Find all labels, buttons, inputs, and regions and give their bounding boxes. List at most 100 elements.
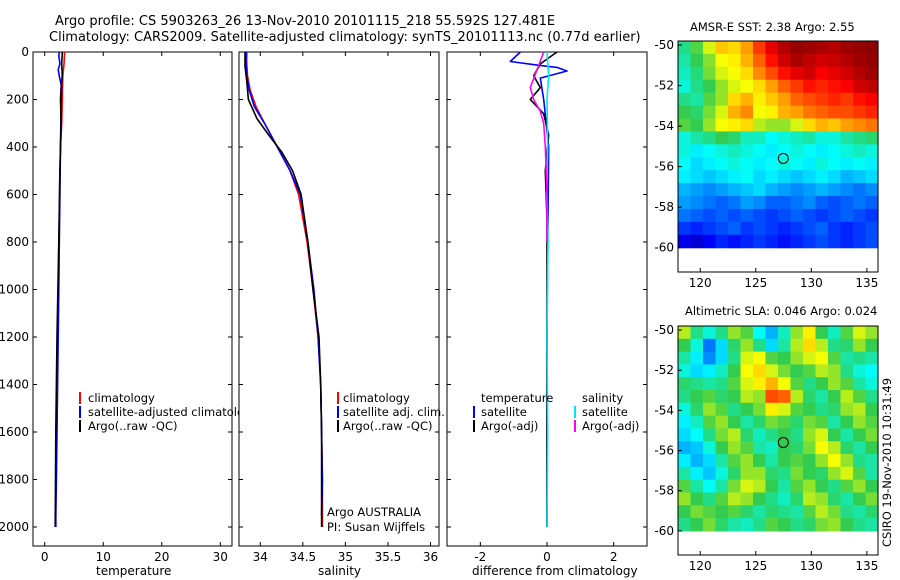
heatmap-cell xyxy=(740,479,754,494)
heatmap-cell xyxy=(853,377,867,391)
heatmap-cell xyxy=(815,221,829,236)
heatmap-cell xyxy=(840,105,854,120)
heatmap-cell xyxy=(715,441,729,455)
heatmap-cell xyxy=(703,441,717,455)
heatmap-cell xyxy=(703,402,717,417)
heatmap-cell xyxy=(853,364,867,378)
heatmap-cell xyxy=(790,41,804,55)
heatmap-cell xyxy=(815,170,829,184)
heatmap-cell xyxy=(765,377,779,391)
heatmap-cell xyxy=(728,377,742,391)
heatmap-cell xyxy=(840,390,854,404)
heatmap-cell xyxy=(790,338,804,353)
heatmap-cell xyxy=(728,183,742,197)
heatmap-cell xyxy=(815,428,829,442)
heatmap-cell xyxy=(703,518,717,532)
heatmap-cell xyxy=(703,454,717,468)
heatmap-cell xyxy=(815,415,829,430)
heatmap-cell xyxy=(765,466,779,481)
salinity-x-label: salinity xyxy=(318,564,361,578)
heatmap-cell xyxy=(828,66,842,81)
heatmap-cell xyxy=(703,66,717,81)
heatmap-cell xyxy=(678,377,692,391)
heatmap-cell xyxy=(815,454,829,468)
heatmap-cell xyxy=(678,338,692,353)
temperature-axes-frame xyxy=(32,51,233,547)
heatmap-cell xyxy=(703,196,717,210)
heatmap-cell xyxy=(853,505,867,519)
heatmap-cell xyxy=(840,492,854,506)
heatmap-cell xyxy=(765,454,779,468)
heatmap-cell xyxy=(865,338,879,353)
heatmap-cell xyxy=(715,479,729,494)
heatmap-cell xyxy=(740,196,754,210)
heatmap-cell xyxy=(715,351,729,366)
heatmap-cell xyxy=(740,41,754,55)
heatmap-cell xyxy=(840,118,854,133)
legend-label-sal-argo: Argo(-adj) xyxy=(582,419,639,433)
heatmap-cell xyxy=(790,390,804,404)
heatmap-cell xyxy=(715,377,729,391)
heatmap-cell xyxy=(728,66,742,81)
heatmap-cell xyxy=(840,415,854,430)
heatmap-cell xyxy=(865,428,879,442)
heatmap-cell xyxy=(740,79,754,94)
heatmap-cell xyxy=(715,41,729,55)
heatmap-cell xyxy=(865,390,879,404)
heatmap-cell xyxy=(803,208,817,223)
heatmap-cell xyxy=(753,479,767,494)
heatmap-cell xyxy=(853,221,867,236)
heatmap-cell xyxy=(865,208,879,223)
heatmap-cell xyxy=(715,53,729,68)
heatmap-cell xyxy=(803,105,817,120)
heatmap-cell xyxy=(753,351,767,366)
heatmap-cell xyxy=(728,479,742,494)
heatmap-cell xyxy=(828,377,842,391)
heatmap-cell xyxy=(715,466,729,481)
heatmap-cell xyxy=(828,92,842,107)
heatmap-cell xyxy=(853,415,867,430)
heatmap-cell xyxy=(690,492,704,506)
heatmap-cell xyxy=(853,326,867,340)
heatmap-cell xyxy=(853,92,867,107)
x-tick-label: 120 xyxy=(689,559,712,573)
heatmap-cell xyxy=(703,326,717,340)
heatmap-cell xyxy=(765,170,779,184)
heatmap-cell xyxy=(740,441,754,455)
heatmap-cell xyxy=(728,118,742,133)
heatmap-cell xyxy=(840,466,854,481)
heatmap-cell xyxy=(740,118,754,133)
heatmap-cell xyxy=(703,479,717,494)
heatmap-cell xyxy=(803,454,817,468)
y-tick-label: -54 xyxy=(654,403,674,417)
heatmap-cell xyxy=(828,428,842,442)
heatmap-cell xyxy=(715,196,729,210)
heatmap-cell xyxy=(690,157,704,171)
heatmap-cell xyxy=(753,66,767,81)
sla-map-y-ticks: -50 -52 -54 -56 -58 -60 xyxy=(654,323,682,538)
heatmap-cell xyxy=(803,66,817,81)
heatmap-cell xyxy=(728,326,742,340)
legend-label-temp-satellite: satellite xyxy=(481,405,527,419)
heatmap-cell xyxy=(803,364,817,378)
heatmap-cell xyxy=(790,53,804,68)
heatmap-cell xyxy=(803,170,817,184)
heatmap-cell xyxy=(765,92,779,107)
salinity-legend: climatology satellite adj. clim. Argo(..… xyxy=(337,391,445,433)
heatmap-cell xyxy=(690,131,704,145)
heatmap-cell xyxy=(865,183,879,197)
heatmap-cell xyxy=(678,454,692,468)
heatmap-cell xyxy=(690,105,704,120)
x-tick-label: 125 xyxy=(744,276,767,290)
heatmap-cell xyxy=(678,492,692,506)
heatmap-cell xyxy=(715,208,729,223)
heatmap-cell xyxy=(828,221,842,236)
heatmap-cell xyxy=(728,466,742,481)
x-tick-label: 0 xyxy=(41,550,49,564)
heatmap-cell xyxy=(865,41,879,55)
heatmap-cell xyxy=(703,118,717,133)
heatmap-cell xyxy=(728,454,742,468)
heatmap-cell xyxy=(703,208,717,223)
heatmap-cell xyxy=(840,79,854,94)
heatmap-cell xyxy=(803,338,817,353)
